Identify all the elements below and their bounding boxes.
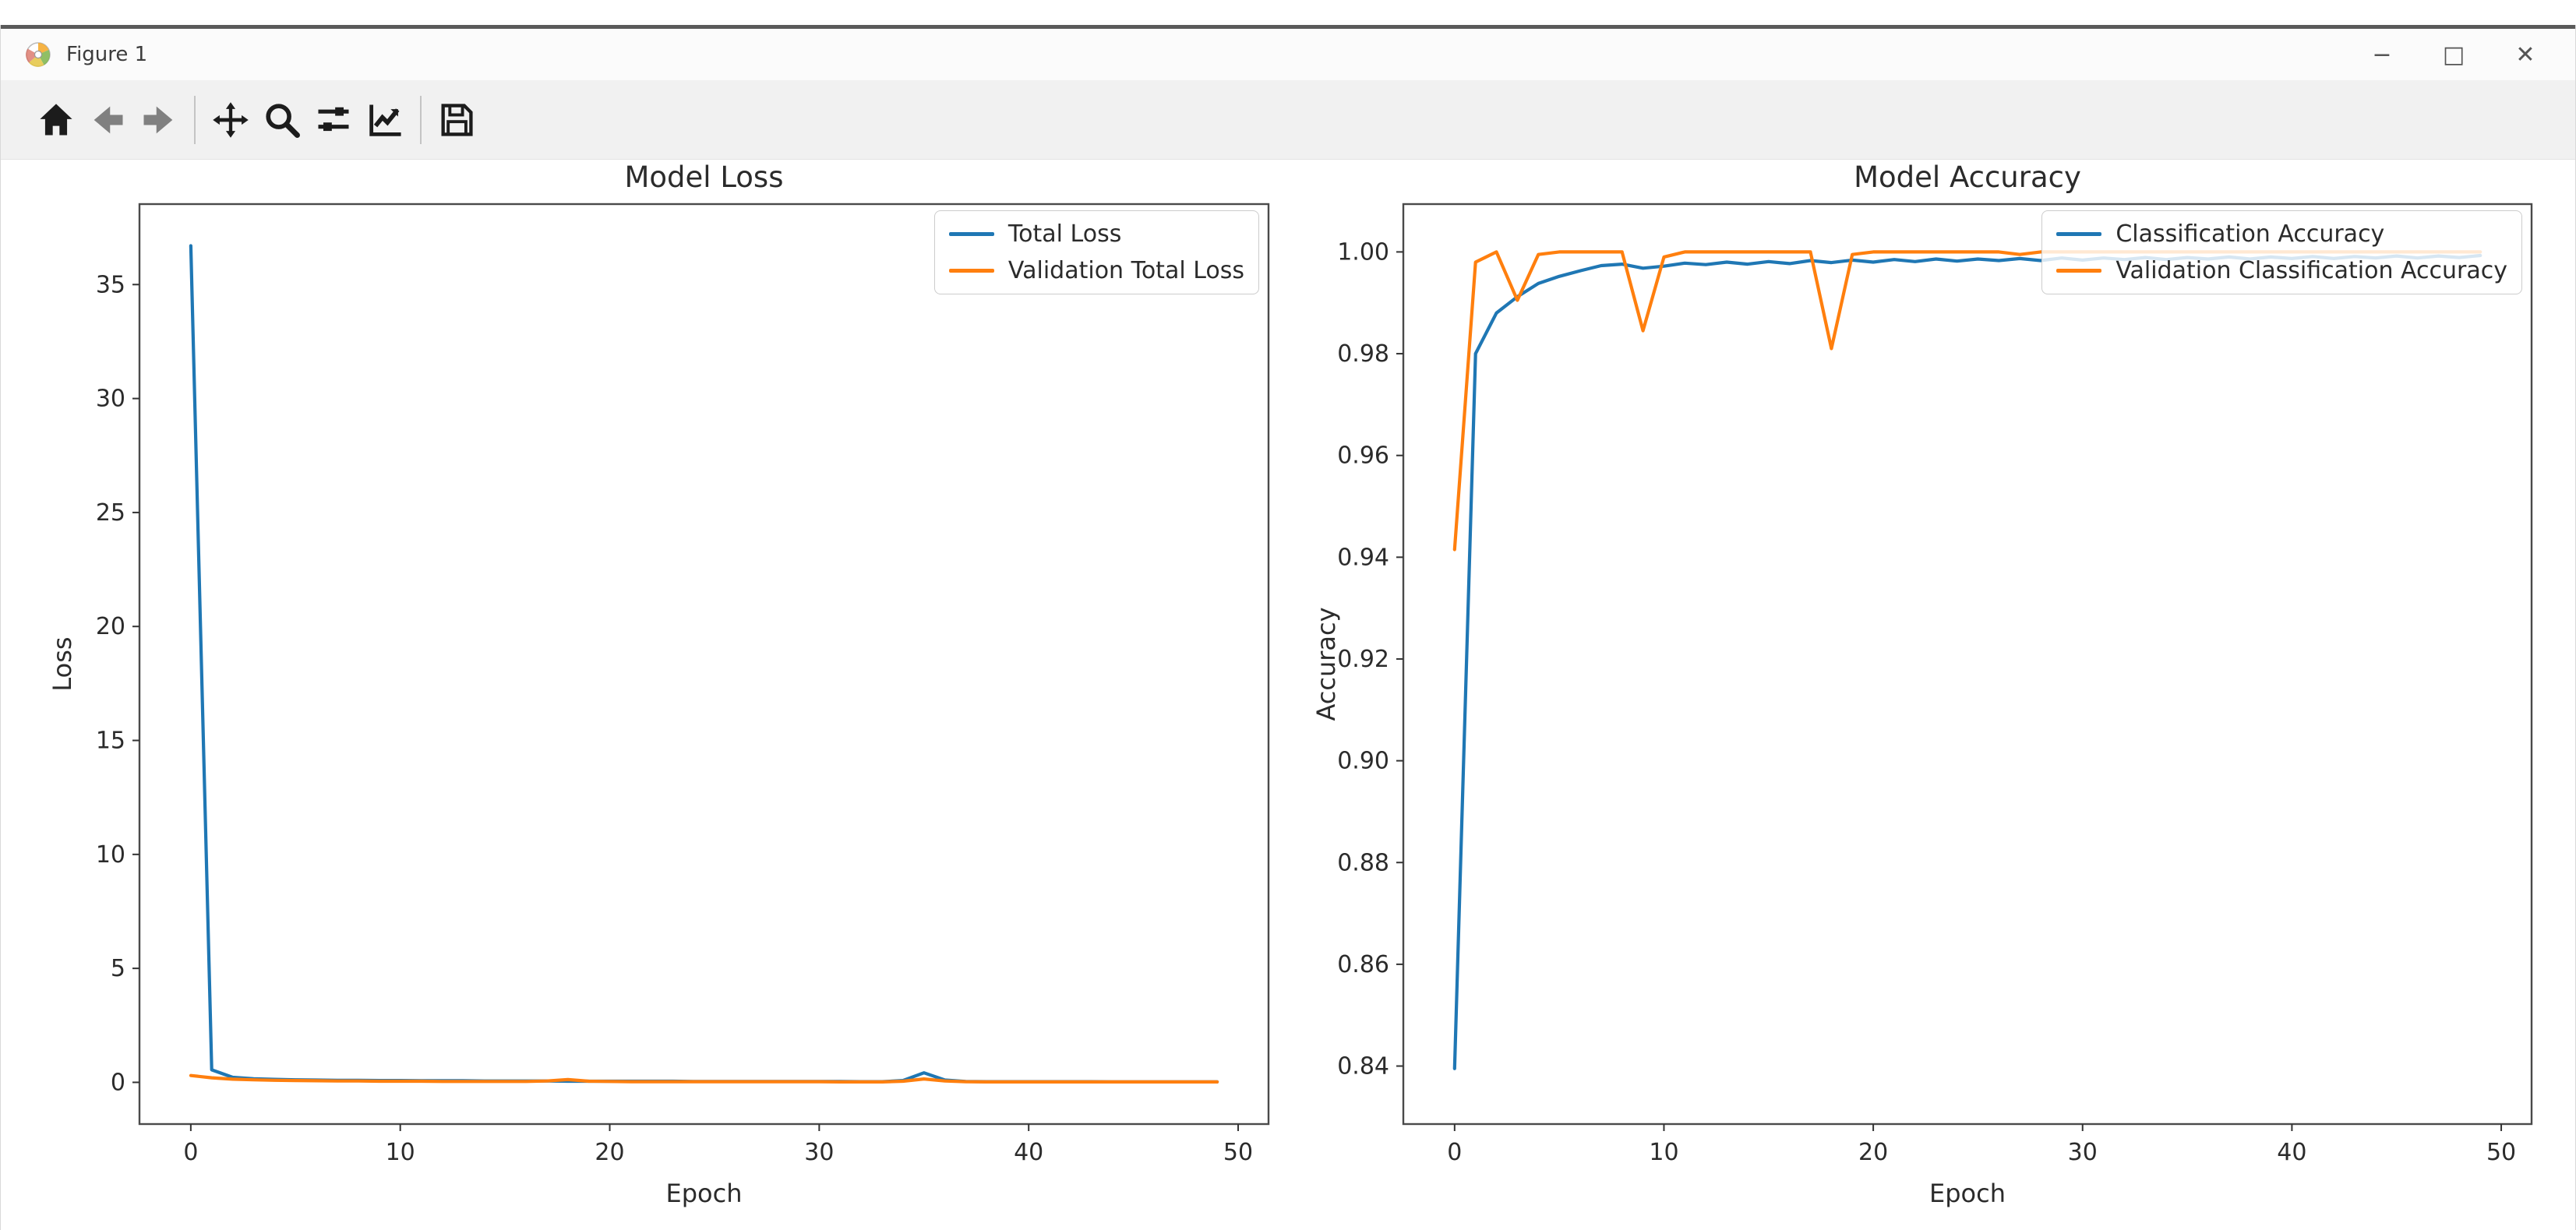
- y-tick-label: 0.98: [1337, 340, 1389, 368]
- legend-item: Validation Total Loss: [948, 257, 1244, 284]
- toolbar-edit-plot-button[interactable]: [359, 90, 411, 150]
- plot-title: Model Accuracy: [1854, 160, 2081, 194]
- toolbar-subplots-button[interactable]: [308, 90, 359, 150]
- window-top-border: [1, 25, 2575, 29]
- x-tick-label: 20: [1858, 1139, 1888, 1166]
- y-tick-label: 0.96: [1337, 442, 1389, 470]
- legend-item: Validation Classification Accuracy: [2056, 257, 2507, 284]
- y-tick-label: 0.92: [1337, 646, 1389, 673]
- toolbar-zoom-button[interactable]: [256, 90, 308, 150]
- x-tick-label: 10: [1649, 1139, 1678, 1166]
- legend: Total Loss Validation Total Loss: [933, 210, 1259, 294]
- y-tick-label: 10: [96, 841, 125, 869]
- legend-line-swatch: [2056, 269, 2102, 273]
- legend-label: Classification Accuracy: [2115, 220, 2385, 248]
- forward-icon: [143, 106, 173, 133]
- y-axis-label: Loss: [48, 636, 77, 691]
- y-tick-label: 20: [96, 613, 125, 640]
- y-tick-label: 0.94: [1337, 544, 1389, 571]
- pan-icon: [213, 101, 249, 138]
- toolbar-save-button[interactable]: [431, 90, 482, 150]
- figure-canvas[interactable]: 0 10 20 30 40 50 0 5 10 15 20 25 30 35 Model Loss Epoch…: [1, 160, 2575, 1230]
- title-bar[interactable]: Figure 1 − □ ✕: [1, 29, 2575, 80]
- toolbar-pan-button[interactable]: [205, 90, 256, 150]
- maximize-button[interactable]: □: [2442, 41, 2465, 69]
- figure-window: Figure 1 − □ ✕ 0 10 20 30 40 50 0 5 10 15 20 25 30 35…: [0, 25, 2576, 1230]
- y-tick-label: 25: [96, 499, 125, 527]
- toolbar-separator: [420, 95, 422, 144]
- legend-line-swatch: [948, 269, 994, 273]
- y-tick-label: 5: [111, 955, 125, 982]
- close-button[interactable]: ✕: [2515, 41, 2535, 69]
- series-line-validation-total-loss: [189, 1073, 1219, 1084]
- legend-item: Total Loss: [948, 220, 1244, 248]
- x-tick-label: 20: [595, 1139, 624, 1166]
- y-tick-label: 0.84: [1337, 1053, 1389, 1080]
- legend-label: Total Loss: [1007, 220, 1122, 248]
- back-icon: [94, 106, 123, 133]
- save-icon: [441, 103, 473, 136]
- matplotlib-app-icon: [26, 42, 51, 67]
- legend-line-swatch: [948, 232, 994, 236]
- window-title: Figure 1: [66, 43, 148, 66]
- x-tick-label: 50: [2486, 1139, 2516, 1166]
- toolbar-home-button[interactable]: [30, 90, 82, 150]
- axes-spines: [1402, 203, 2533, 1126]
- x-tick-label: 10: [386, 1139, 415, 1166]
- plots-svg: 0 10 20 30 40 50 0 5 10 15 20 25 30 35 Model Loss Epoch…: [48, 160, 2533, 1208]
- y-tick-label: 0.86: [1337, 951, 1389, 978]
- y-tick-label: 1.00: [1337, 238, 1389, 266]
- x-axis-label: Epoch: [1929, 1179, 2006, 1208]
- legend-line-swatch: [2056, 232, 2102, 236]
- navigation-toolbar: [1, 80, 2575, 160]
- x-tick-label: 30: [2068, 1139, 2098, 1166]
- x-tick-label: 40: [1014, 1139, 1043, 1166]
- subplots-icon: [318, 107, 349, 131]
- axes-spines: [138, 203, 1270, 1126]
- series-line-total-loss: [189, 244, 1219, 1084]
- y-tick-label: 0.90: [1337, 748, 1389, 775]
- legend-item: Classification Accuracy: [2056, 220, 2507, 248]
- plot-title: Model Loss: [624, 160, 783, 194]
- y-tick-label: 30: [96, 386, 125, 413]
- y-tick-label: 35: [96, 271, 125, 298]
- x-tick-label: 30: [804, 1139, 834, 1166]
- y-tick-label: 0.88: [1337, 849, 1389, 876]
- x-tick-label: 0: [183, 1139, 198, 1166]
- x-tick-label: 50: [1223, 1139, 1253, 1166]
- x-tick-label: 0: [1447, 1139, 1462, 1166]
- legend: Classification Accuracy Validation Classi…: [2041, 210, 2522, 294]
- home-icon: [40, 103, 72, 135]
- series-line-classification-accuracy: [1452, 253, 2482, 1070]
- legend-label: Validation Classification Accuracy: [2115, 257, 2507, 284]
- toolbar-separator: [194, 95, 196, 144]
- minimize-button[interactable]: −: [2372, 41, 2392, 69]
- series-line-validation-classification-accuracy: [1452, 250, 2482, 552]
- legend-label: Validation Total Loss: [1007, 257, 1244, 284]
- y-tick-label: 15: [96, 728, 125, 755]
- zoom-icon: [266, 103, 300, 138]
- x-axis-label: Epoch: [666, 1179, 743, 1208]
- y-tick-label: 0: [111, 1069, 125, 1096]
- toolbar-back-button[interactable]: [82, 90, 133, 150]
- y-axis-label: Accuracy: [1311, 607, 1341, 721]
- x-tick-label: 40: [2277, 1139, 2306, 1166]
- toolbar-forward-button[interactable]: [133, 90, 185, 150]
- edit-plot-icon: [369, 104, 401, 136]
